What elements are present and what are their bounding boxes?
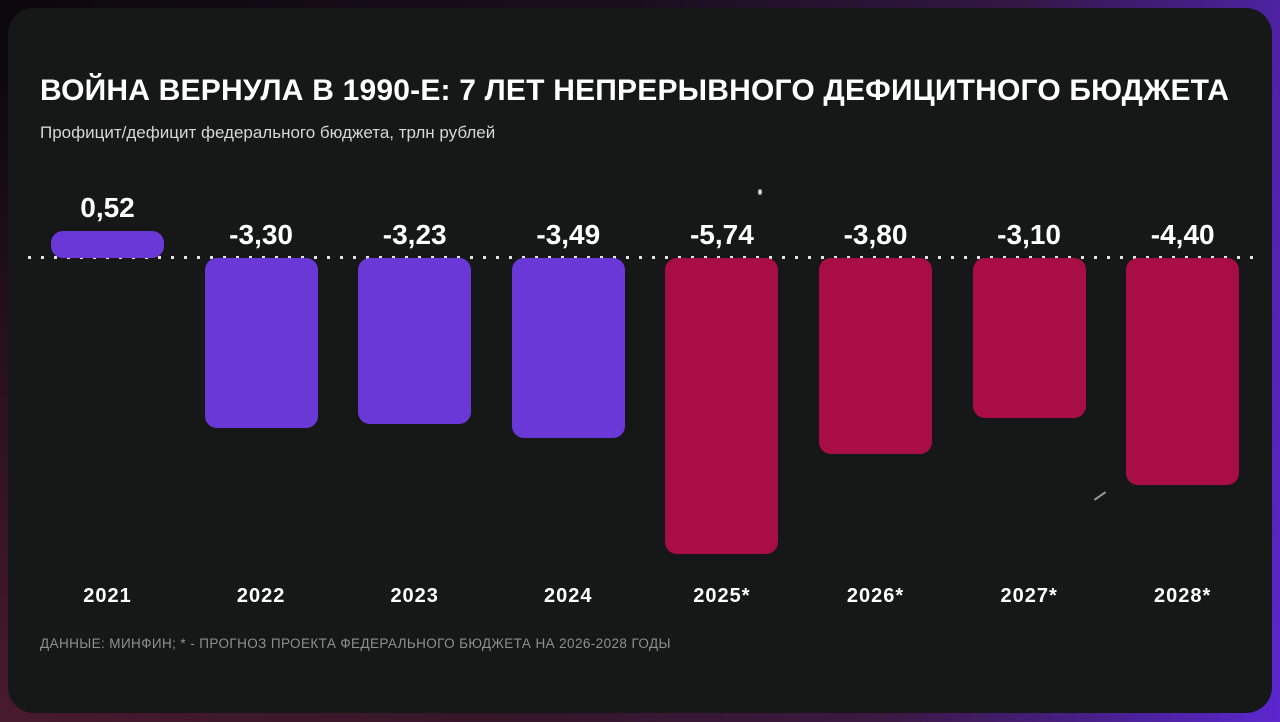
- source-note: ДАННЫЕ: МИНФИН; * - ПРОГНОЗ ПРОЕКТА ФЕДЕ…: [40, 636, 671, 651]
- axis-label-2021: 2021: [83, 585, 132, 607]
- axis-label-2026-forecast: 2026*: [846, 585, 905, 607]
- chart-card: ВОЙНА ВЕРНУЛА В 1990-Е: 7 ЛЕТ НЕПРЕРЫВНО…: [8, 8, 1272, 713]
- bar-chart: 0,52 2021 -3,30 2022 -3,23 2023 -3,49 2024 -5,74…: [8, 8, 1272, 713]
- axis-label-2025-forecast: 2025*: [693, 585, 751, 607]
- value-label-2027-forecast: -3,10: [997, 219, 1061, 250]
- value-label-2026-forecast: -3,80: [843, 219, 908, 250]
- value-label-2021: 0,52: [80, 192, 135, 223]
- chart-subtitle: Профицит/дефицит федерального бюджета, т…: [40, 123, 496, 142]
- axis-label-2027-forecast: 2027*: [1000, 585, 1058, 607]
- axis-label-2028-forecast: 2028*: [1154, 585, 1212, 607]
- axis-label-2022: 2022: [236, 585, 286, 607]
- bar-2027-forecast: [972, 258, 1086, 418]
- artifact-speck-icon: [758, 189, 762, 195]
- bar-2028-forecast: [1126, 258, 1240, 485]
- value-label-2024: -3,49: [536, 219, 601, 250]
- bar-2025-forecast: [665, 258, 779, 554]
- zero-baseline-dotted-line: [28, 256, 1256, 259]
- value-label-2022: -3,30: [229, 219, 293, 250]
- bar-2024: [511, 258, 625, 438]
- bar-2021: [51, 231, 164, 258]
- chart-title: ВОЙНА ВЕРНУЛА В 1990-Е: 7 ЛЕТ НЕПРЕРЫВНО…: [40, 74, 1230, 107]
- axis-label-2023: 2023: [390, 585, 439, 607]
- value-label-2023: -3,23: [382, 219, 447, 250]
- bar-2023: [358, 258, 472, 424]
- bar-2022: [204, 258, 318, 428]
- value-label-2025-forecast: -5,74: [689, 219, 754, 250]
- axis-label-2024: 2024: [544, 585, 593, 607]
- bar-2026-forecast: [819, 258, 932, 454]
- value-label-2028-forecast: -4,40: [1150, 219, 1215, 250]
